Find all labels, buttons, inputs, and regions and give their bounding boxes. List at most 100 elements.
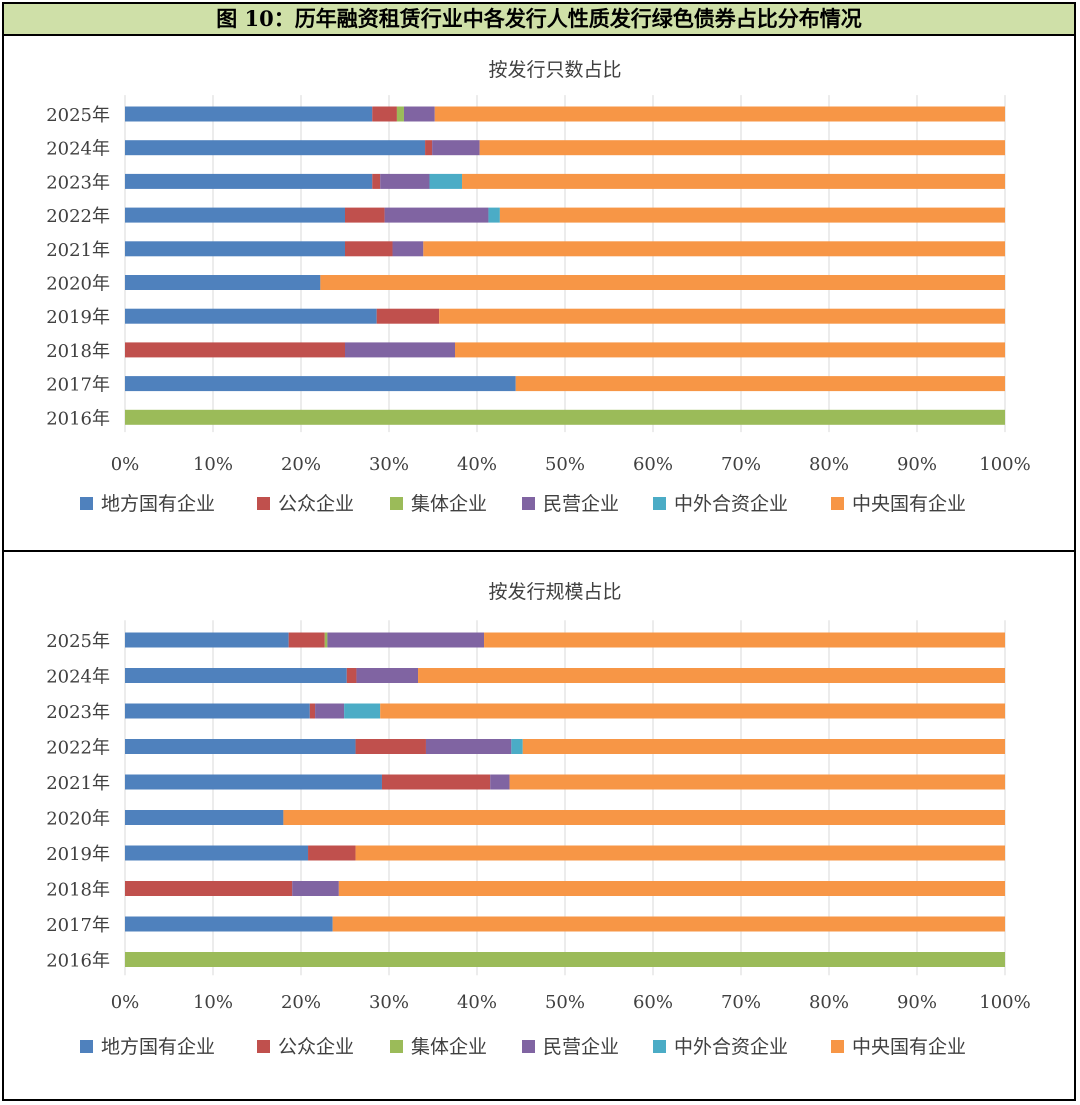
- bar-segment-1-1-0: [125, 668, 347, 683]
- y-tick-label-0-6: 2019年: [46, 307, 110, 328]
- bar-segment-0-9-2: [125, 409, 1005, 425]
- legend-label-0-4: 中外合资企业: [674, 493, 788, 515]
- x-tick-label-1-5: 50%: [545, 992, 585, 1013]
- legend-swatch-0-0: [80, 497, 93, 510]
- bar-segment-0-7-5: [455, 342, 1005, 358]
- bar-segment-0-0-0: [125, 106, 373, 122]
- bar-segment-1-4-5: [509, 774, 1005, 790]
- legend-swatch-1-5: [831, 1040, 844, 1053]
- x-tick-label-0-7: 70%: [721, 454, 761, 475]
- bar-segment-1-3-3: [425, 739, 512, 754]
- y-tick-label-0-9: 2016年: [46, 408, 110, 429]
- y-tick-label-1-6: 2019年: [46, 844, 110, 865]
- bar-segment-1-3-4: [511, 739, 523, 754]
- bar-segment-0-6-0: [125, 308, 377, 324]
- y-tick-label-1-4: 2021年: [46, 773, 110, 794]
- legend-label-0-0: 地方国有企业: [101, 493, 215, 515]
- chart-title-0: 按发行只数占比: [488, 59, 621, 81]
- bar-segment-0-0-1: [372, 106, 397, 122]
- bar-segment-0-8-5: [515, 376, 1005, 392]
- bar-segment-1-6-1: [308, 845, 356, 861]
- bar-segment-0-2-5: [462, 173, 1005, 189]
- chart-divider: [4, 550, 1074, 552]
- bar-segment-1-2-0: [125, 703, 310, 719]
- bar-segment-1-9-2: [125, 952, 1005, 967]
- bar-segment-1-8-5: [332, 916, 1005, 932]
- figure-title: 图 10：历年融资租赁行业中各发行人性质发行绿色债券占比分布情况: [4, 4, 1074, 36]
- x-tick-label-0-5: 50%: [545, 454, 585, 475]
- y-tick-label-1-8: 2017年: [46, 915, 110, 936]
- x-tick-label-0-2: 20%: [281, 454, 321, 475]
- legend-label-1-3: 民营企业: [543, 1036, 619, 1058]
- bar-segment-1-7-5: [338, 881, 1006, 896]
- y-tick-label-0-3: 2022年: [46, 206, 110, 227]
- bar-segment-0-4-0: [125, 241, 345, 257]
- x-tick-label-1-3: 30%: [369, 992, 409, 1013]
- legend-swatch-1-3: [522, 1040, 535, 1053]
- bar-segment-0-3-5: [499, 207, 1005, 223]
- legend-label-1-4: 中外合资企业: [674, 1036, 788, 1058]
- y-tick-label-1-7: 2018年: [46, 880, 110, 901]
- bar-segment-0-3-1: [345, 207, 385, 223]
- y-tick-label-0-7: 2018年: [46, 341, 110, 362]
- bar-segment-0-3-0: [125, 207, 345, 223]
- x-tick-label-1-7: 70%: [721, 992, 761, 1013]
- x-tick-label-0-6: 60%: [633, 454, 673, 475]
- y-tick-label-1-9: 2016年: [46, 951, 110, 972]
- legend-label-0-5: 中央国有企业: [852, 493, 966, 515]
- bar-segment-1-0-5: [484, 632, 1005, 648]
- bar-segment-1-1-3: [356, 668, 419, 683]
- legend-label-0-3: 民营企业: [543, 493, 619, 515]
- bar-segment-0-5-0: [125, 275, 321, 290]
- bar-segment-0-3-4: [488, 207, 500, 223]
- x-tick-label-0-4: 40%: [457, 454, 497, 475]
- y-tick-label-1-1: 2024年: [46, 667, 110, 688]
- x-tick-label-1-4: 40%: [457, 992, 497, 1013]
- legend-label-1-1: 公众企业: [278, 1036, 354, 1058]
- bar-segment-0-1-1: [425, 140, 433, 156]
- bar-segment-0-4-1: [345, 241, 393, 257]
- bar-segment-1-0-3: [327, 632, 485, 648]
- y-tick-label-1-2: 2023年: [46, 702, 110, 723]
- y-tick-label-0-4: 2021年: [46, 240, 110, 261]
- legend-label-1-5: 中央国有企业: [852, 1036, 966, 1058]
- bar-segment-1-4-0: [125, 774, 382, 790]
- bar-segment-1-0-2: [324, 632, 328, 648]
- x-tick-label-1-8: 80%: [809, 992, 849, 1013]
- bar-segment-0-2-0: [125, 173, 373, 189]
- bar-segment-1-2-1: [309, 703, 316, 719]
- chart-title-1: 按发行规模占比: [488, 581, 621, 603]
- legend-swatch-0-4: [653, 497, 666, 510]
- x-tick-label-1-1: 10%: [193, 992, 233, 1013]
- legend-swatch-1-1: [257, 1040, 270, 1053]
- bar-segment-0-2-3: [380, 173, 430, 189]
- y-tick-label-0-1: 2024年: [46, 139, 110, 160]
- x-tick-label-1-2: 20%: [281, 992, 321, 1013]
- x-tick-label-0-3: 30%: [369, 454, 409, 475]
- legend-swatch-1-2: [390, 1040, 403, 1053]
- bar-segment-1-5-0: [125, 810, 284, 825]
- bar-segment-0-3-3: [384, 207, 489, 223]
- y-tick-label-0-2: 2023年: [46, 172, 110, 193]
- bar-segment-0-4-3: [392, 241, 424, 257]
- bar-segment-1-1-5: [418, 668, 1005, 683]
- bar-segment-1-4-1: [381, 774, 491, 790]
- bar-segment-1-2-5: [380, 703, 1005, 719]
- bar-segment-0-7-1: [125, 342, 345, 358]
- bar-segment-0-1-3: [432, 140, 480, 156]
- y-tick-label-1-5: 2020年: [46, 809, 110, 830]
- bar-segment-0-1-0: [125, 140, 426, 156]
- bar-segment-1-2-4: [344, 703, 381, 719]
- y-tick-label-0-8: 2017年: [46, 375, 110, 396]
- x-tick-label-1-0: 0%: [111, 992, 140, 1013]
- bar-segment-0-8-0: [125, 376, 516, 392]
- bar-segment-1-3-0: [125, 739, 356, 754]
- bar-segment-1-0-1: [288, 632, 325, 648]
- bar-segment-1-5-5: [283, 810, 1005, 825]
- legend-swatch-0-2: [390, 497, 403, 510]
- bar-segment-1-3-1: [355, 739, 426, 754]
- x-tick-label-0-9: 90%: [897, 454, 937, 475]
- bar-segment-1-2-3: [315, 703, 345, 719]
